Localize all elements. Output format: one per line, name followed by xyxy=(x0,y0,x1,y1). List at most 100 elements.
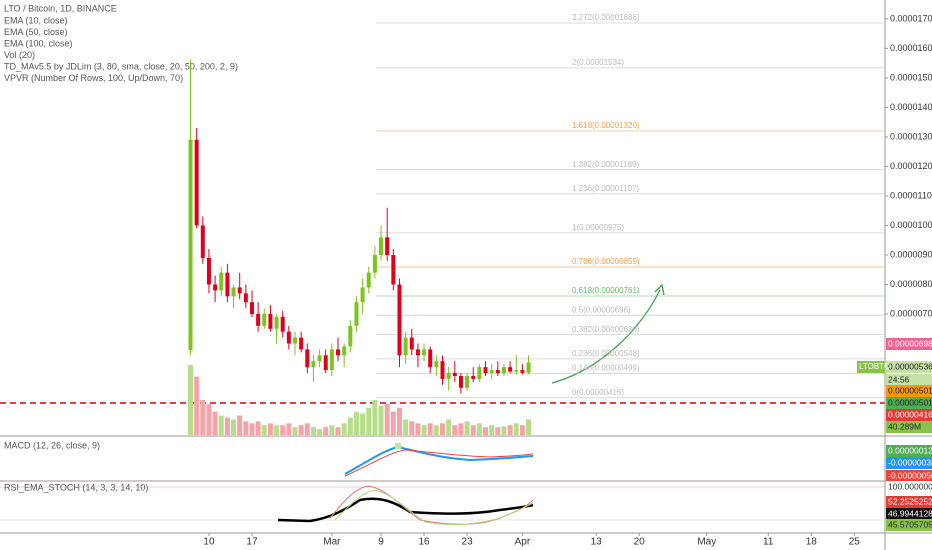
candle-body xyxy=(446,373,451,379)
price-badge xyxy=(886,421,932,433)
candle-body xyxy=(200,225,205,258)
volume-bar xyxy=(194,376,200,435)
indicator-label: Vol (20) xyxy=(4,50,35,60)
volume-bar xyxy=(286,423,292,435)
badge-label: 0.00000416 xyxy=(888,409,932,419)
volume-bar xyxy=(415,423,421,435)
x-tick-label: 25 xyxy=(849,537,861,548)
projection-arrow xyxy=(551,289,661,384)
candle-body xyxy=(465,375,470,388)
volume-bar xyxy=(378,405,384,435)
volume-bar xyxy=(440,423,445,435)
volume-bar xyxy=(188,365,194,435)
candle-body xyxy=(471,375,476,379)
candle-body xyxy=(262,314,267,326)
candle-body xyxy=(225,272,230,297)
fib-label: 0.236(0.00000548) xyxy=(572,349,640,358)
candle-body xyxy=(409,337,414,350)
volume-bar xyxy=(390,411,396,435)
volume-bar xyxy=(464,421,470,435)
candle-body xyxy=(415,349,420,356)
volume-bar xyxy=(446,419,452,435)
price-badge xyxy=(886,519,932,531)
fib-label: 0.382(0.00000630) xyxy=(572,325,640,334)
volume-bar xyxy=(526,419,532,435)
x-tick-label: 13 xyxy=(591,537,603,548)
fib-label: 2.272(0.00001686) xyxy=(572,13,640,22)
candle-body xyxy=(403,337,408,356)
y-tick-label: 0.00000700 xyxy=(890,308,932,318)
price-badge xyxy=(886,496,932,508)
candle-body xyxy=(501,367,506,374)
fib-label: 2(0.00001534) xyxy=(572,58,624,67)
volume-bar xyxy=(200,400,206,435)
price-badge xyxy=(886,385,932,397)
candle-body xyxy=(317,355,322,362)
x-tick-label: 20 xyxy=(634,537,646,548)
volume-bar xyxy=(353,411,359,435)
badge-label: 0.00000012 xyxy=(888,445,932,455)
volume-bar xyxy=(335,427,341,435)
candle-body xyxy=(194,139,199,226)
badge-label: 40.289M xyxy=(888,421,921,431)
candle-body xyxy=(452,373,457,376)
indicator-label: VPVR (Number Of Rows, 100, Up/Down, 70) xyxy=(4,73,183,83)
badge-label: 46.99441289 xyxy=(888,508,932,518)
volume-bar xyxy=(501,426,507,435)
price-badge xyxy=(886,445,932,457)
x-tick-label: 10 xyxy=(203,537,215,548)
x-tick-label: 17 xyxy=(246,537,258,548)
candle-body xyxy=(514,370,519,372)
candle-body xyxy=(256,314,261,326)
candle-body xyxy=(213,284,218,291)
x-tick-label: 9 xyxy=(378,537,384,548)
candle-body xyxy=(520,370,525,373)
x-tick-label: 16 xyxy=(419,537,431,548)
fib-label: 0.5(0.00000696) xyxy=(572,305,631,314)
badge-label: -0.00000050 xyxy=(888,470,932,480)
fib-label: 1.382(0.00001189) xyxy=(572,160,639,169)
rsi-title: RSI_EMA_STOCH (14, 3, 3, 14, 10) xyxy=(4,482,148,492)
volume-bar xyxy=(292,427,298,435)
volume-bar xyxy=(323,427,329,435)
candle-body xyxy=(323,355,328,371)
price-badge xyxy=(886,457,932,469)
indicator-label: TD_MAv5.5 by JDLim (3, 80, sma, close, 2… xyxy=(4,61,238,71)
volume-bar xyxy=(366,407,372,435)
price-badge xyxy=(886,481,932,493)
candle-body xyxy=(360,287,365,303)
fib-label: 0(0.00000416) xyxy=(572,388,624,397)
candle-body xyxy=(268,314,273,329)
candle-body xyxy=(286,331,291,344)
volume-bar xyxy=(372,400,378,435)
candle-body xyxy=(243,293,248,303)
volume-bar xyxy=(231,419,237,435)
fib-label: 0.786(0.00000859) xyxy=(572,257,640,266)
volume-bar xyxy=(495,427,501,435)
macd-title: MACD (12, 26, close, 9) xyxy=(4,440,100,450)
x-tick-label: 23 xyxy=(462,537,474,548)
badge-label: 45.57057057 xyxy=(888,519,932,529)
volume-bar xyxy=(255,421,261,435)
volume-bar xyxy=(347,417,353,435)
candle-body xyxy=(354,302,359,326)
candle-body xyxy=(188,139,193,351)
badge-label: 0.00000501 xyxy=(888,385,932,395)
volume-bar xyxy=(396,407,402,435)
indicator-label: EMA (100, close) xyxy=(4,38,73,48)
x-tick-label: May xyxy=(697,537,716,548)
candle-body xyxy=(274,316,279,329)
candle-body xyxy=(299,337,304,350)
candle-body xyxy=(280,316,285,332)
volume-bar xyxy=(280,425,286,435)
candle-body xyxy=(477,367,482,379)
badge-label: 0.00000501 xyxy=(888,397,932,407)
